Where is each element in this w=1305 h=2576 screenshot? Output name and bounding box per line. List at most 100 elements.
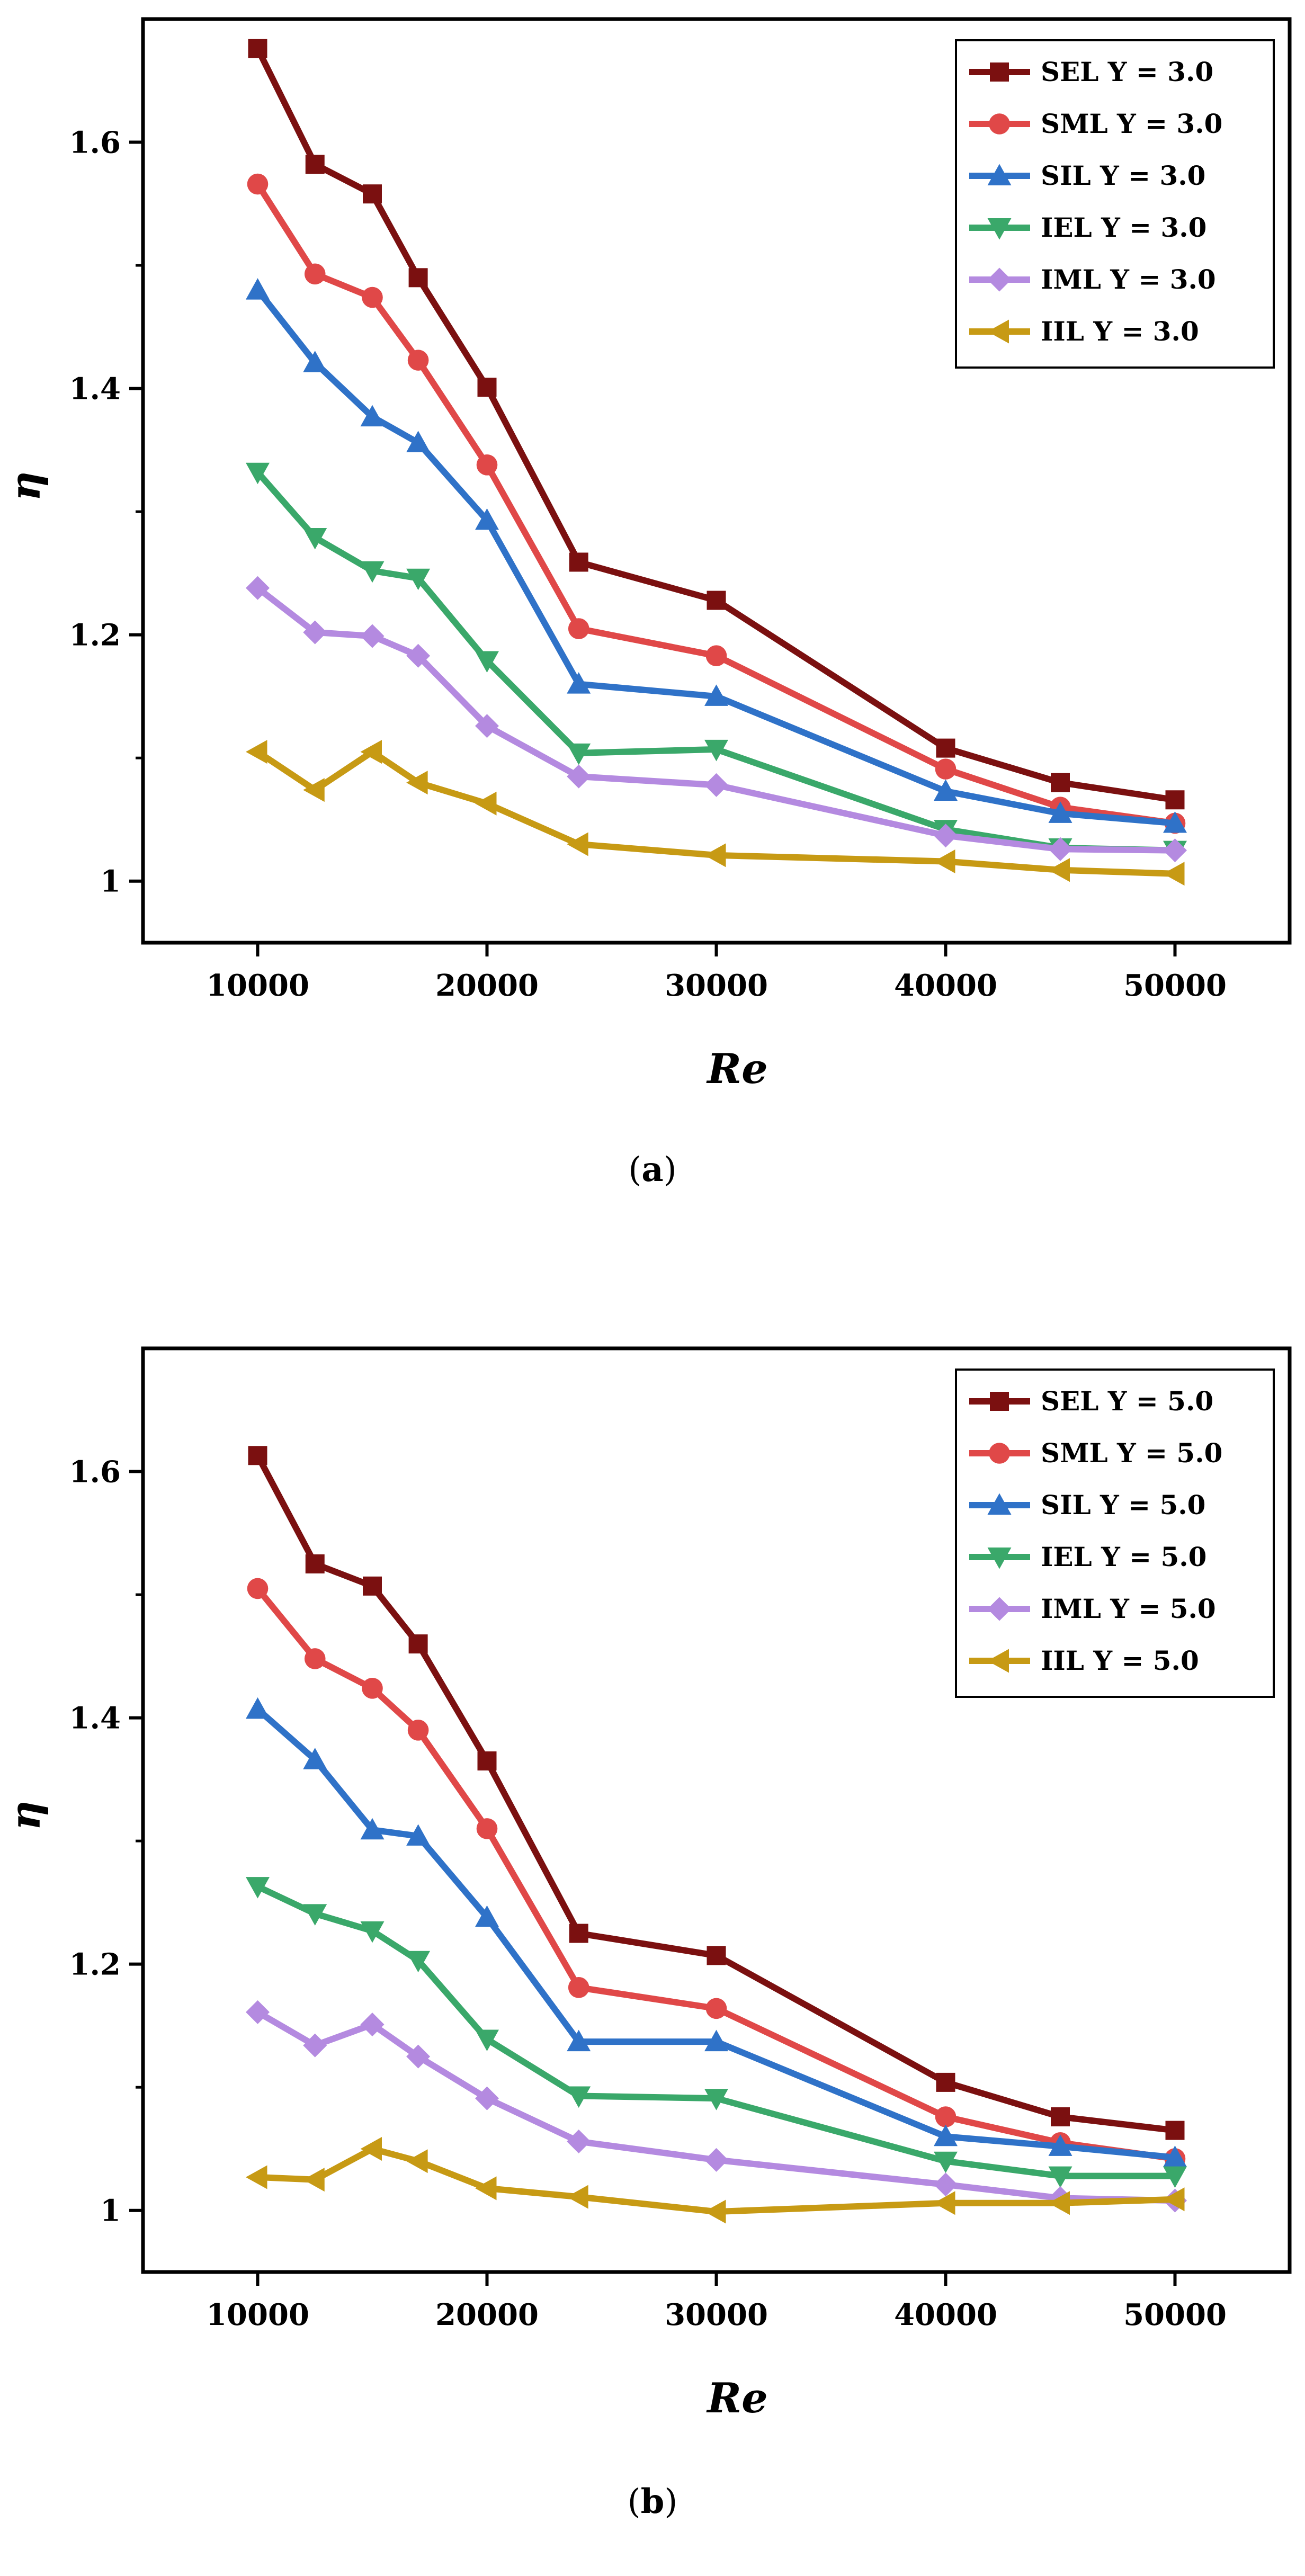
data-point-iil — [246, 740, 267, 764]
data-point-iil — [704, 843, 726, 867]
data-point-sel — [248, 39, 267, 58]
data-point-iml — [246, 2000, 270, 2024]
data-point-sml — [362, 287, 383, 308]
series-line-iil — [257, 2145, 1175, 2215]
y-tick-label: 1 — [100, 2194, 121, 2229]
legend-marker-iml — [987, 1597, 1012, 1621]
data-point-iil — [360, 740, 382, 764]
data-point-sml — [407, 350, 429, 371]
data-point-iml — [1163, 838, 1187, 863]
data-point-iel — [934, 2151, 958, 2174]
x-tick-label: 30000 — [665, 968, 768, 1003]
data-point-iel — [246, 1877, 270, 1899]
data-point-iml — [360, 2012, 385, 2037]
data-point-sel — [569, 552, 588, 572]
data-point-iel — [360, 1921, 385, 1943]
x-tick-label: 20000 — [435, 968, 539, 1003]
data-point-sml — [476, 1818, 498, 1839]
data-point-iml — [246, 576, 270, 600]
legend-label-iil: IIL Y = 3.0 — [1041, 316, 1199, 347]
data-point-iml — [934, 2172, 958, 2197]
series-line-sml — [255, 182, 1176, 827]
y-tick-label: 1.6 — [69, 1455, 121, 1490]
data-point-sml — [304, 1648, 326, 1669]
data-point-sil — [246, 278, 270, 300]
data-point-iil — [475, 791, 497, 816]
legend-marker-sml — [989, 113, 1010, 135]
data-point-sml — [476, 454, 498, 476]
data-point-iil — [246, 2165, 267, 2189]
data-point-iel — [406, 568, 431, 591]
data-point-sel — [707, 591, 726, 610]
data-point-iil — [934, 2191, 955, 2215]
data-point-sml — [568, 618, 589, 639]
series-line-sel — [255, 1454, 1176, 2134]
data-point-sil — [360, 1818, 385, 1840]
legend-label-iml: IML Y = 5.0 — [1041, 1593, 1216, 1624]
data-point-iil — [1163, 2187, 1185, 2212]
legend-label-iel: IEL Y = 3.0 — [1041, 212, 1206, 243]
panel-a: 10000 20000 30000 40000 50000 1 1.2 1.4 1.6 Re η SE… — [2, 17, 1292, 1189]
data-point-iel — [1163, 2166, 1187, 2188]
data-point-sil — [303, 351, 327, 372]
legend-label-sel: SEL Y = 5.0 — [1041, 1385, 1213, 1417]
series-line-sil — [255, 1706, 1176, 2161]
series-line-iil — [256, 748, 1175, 877]
legend-label-iml: IML Y = 3.0 — [1041, 264, 1216, 295]
y-axis-title: η — [2, 1801, 50, 1831]
legend-box — [955, 39, 1275, 369]
legend-marker-sml — [989, 1443, 1010, 1464]
x-tick-label: 40000 — [894, 968, 997, 1003]
data-point-iil — [1048, 2191, 1070, 2215]
data-point-iel — [475, 2029, 499, 2052]
y-tick-label: 1.4 — [69, 372, 121, 407]
legend-marker-iil — [987, 1649, 1009, 1673]
data-point-sil — [704, 2029, 728, 2052]
data-point-sml — [705, 1998, 727, 2019]
data-point-sml — [247, 1578, 269, 1599]
data-point-sml — [362, 1677, 383, 1699]
data-point-iil — [475, 2176, 497, 2201]
data-point-iml — [303, 2033, 327, 2058]
data-point-sil — [406, 431, 431, 452]
y-tick-label: 1.2 — [69, 1947, 121, 1982]
data-point-sel — [1051, 2107, 1070, 2127]
series-line-sel — [255, 47, 1176, 803]
data-point-iml — [934, 824, 958, 848]
legend-label-sml: SML Y = 5.0 — [1041, 1437, 1222, 1469]
data-point-iil — [1163, 862, 1185, 886]
data-point-iil — [704, 2199, 726, 2224]
data-point-sel — [1165, 790, 1185, 810]
legend-label-sml: SML Y = 3.0 — [1041, 108, 1222, 139]
data-point-iml — [1048, 837, 1072, 861]
y-tick-label: 1.2 — [69, 618, 121, 653]
data-point-sil — [704, 684, 728, 706]
data-point-sml — [247, 173, 269, 195]
series-line-sml — [255, 1586, 1176, 2162]
y-tick-label: 1 — [100, 864, 121, 899]
data-point-sml — [568, 1977, 589, 1998]
data-point-iml — [704, 773, 728, 797]
data-point-iml — [406, 643, 431, 668]
x-tick-label: 50000 — [1123, 2297, 1227, 2332]
data-point-iel — [1048, 2166, 1072, 2188]
y-tick-label: 1.4 — [69, 1701, 121, 1736]
data-point-sel — [305, 1554, 325, 1573]
data-point-iel — [303, 527, 327, 550]
data-point-sil — [567, 672, 591, 694]
data-point-sml — [705, 645, 727, 666]
data-point-sel — [305, 155, 325, 174]
data-point-sil — [246, 1697, 270, 1719]
data-point-iml — [475, 2086, 499, 2110]
data-point-sil — [567, 2029, 591, 2052]
data-point-iel — [567, 743, 591, 765]
series-line-iml — [256, 2009, 1175, 2204]
data-point-sil — [934, 2124, 958, 2146]
data-point-iml — [475, 714, 499, 738]
panel-caption-letter: b — [641, 2482, 665, 2521]
series-line-sil — [255, 288, 1176, 827]
data-point-iil — [360, 2136, 382, 2161]
legend-marker-sil — [987, 164, 1012, 185]
data-point-iil — [303, 2168, 325, 2192]
data-point-iel — [475, 651, 499, 673]
